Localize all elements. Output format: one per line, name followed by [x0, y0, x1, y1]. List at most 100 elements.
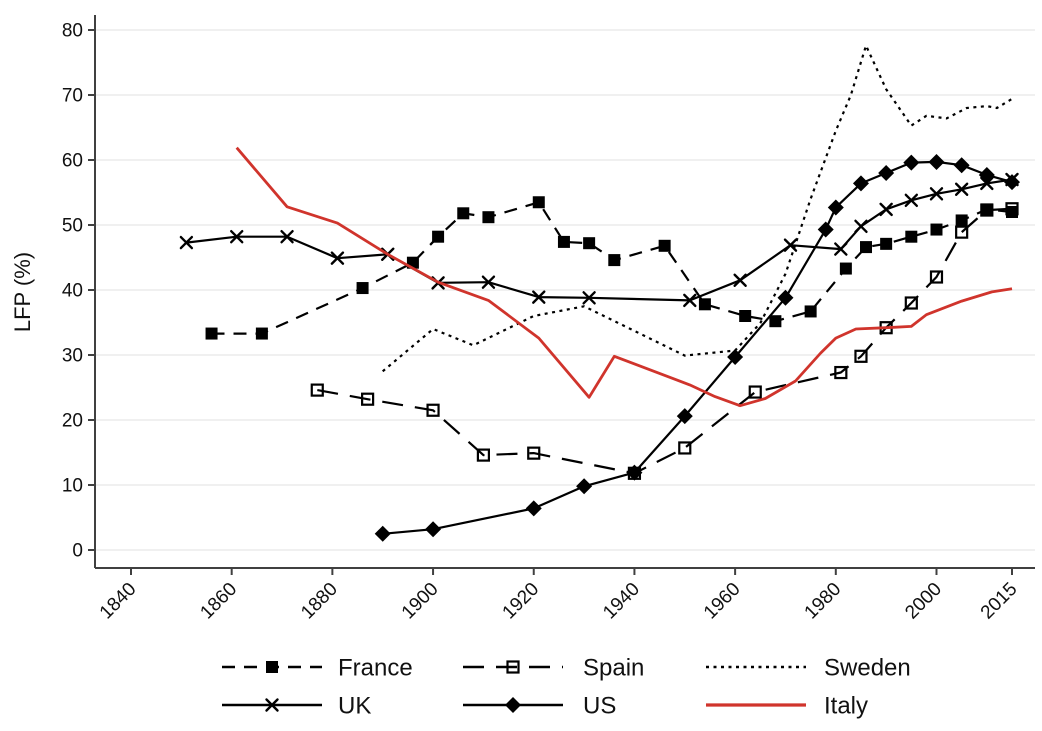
x-tick-label: 1880: [297, 579, 342, 624]
marker-x: [683, 293, 697, 308]
marker-square-filled: [804, 305, 817, 318]
y-tick-label: 80: [62, 21, 83, 42]
marker-square-open: [506, 660, 520, 674]
marker-square-filled: [1006, 206, 1018, 218]
marker-square-filled: [557, 235, 570, 248]
marker-square-filled: [457, 207, 470, 220]
marker-x: [481, 275, 496, 289]
marker-x: [265, 698, 279, 712]
marker-square-filled: [255, 327, 268, 340]
marker-diamond: [978, 166, 995, 183]
marker-square-open: [678, 441, 692, 455]
legend-label: Sweden: [824, 655, 911, 682]
series-spain: [310, 202, 1019, 480]
marker-square-filled: [860, 241, 873, 254]
legend-item-uk: UK: [222, 693, 371, 720]
legend-item-sweden: Sweden: [706, 655, 911, 682]
marker-square-filled: [266, 661, 278, 673]
marker-diamond: [425, 521, 442, 538]
marker-square-filled: [955, 214, 968, 227]
marker-x: [179, 235, 194, 250]
marker-square-filled: [205, 327, 218, 340]
marker-x: [834, 242, 848, 256]
marker-square-open: [310, 383, 324, 397]
series-line-us: [382, 160, 1013, 535]
marker-square-filled: [608, 254, 621, 267]
marker-x: [929, 187, 944, 201]
legend-label: Spain: [583, 655, 644, 682]
marker-x: [582, 291, 596, 305]
series-italy: [235, 146, 1013, 408]
marker-diamond: [903, 154, 920, 171]
marker-square-filled: [658, 239, 671, 252]
legend: France Spain Sweden UK US Italy: [222, 655, 911, 720]
legend-item-france: France: [222, 655, 413, 682]
marker-square-filled: [532, 196, 545, 209]
marker-diamond: [525, 500, 542, 517]
marker-diamond: [928, 153, 945, 170]
y-tick-label: 40: [62, 281, 83, 302]
marker-square-open: [854, 349, 868, 363]
marker-x: [783, 238, 798, 252]
marker-x: [904, 193, 919, 207]
marker-square-open: [1005, 202, 1019, 216]
marker-square-filled: [698, 298, 711, 311]
marker-diamond: [817, 221, 834, 238]
legend-label: Italy: [824, 693, 868, 720]
marker-square-open: [834, 365, 848, 380]
x-tick-label: 2015: [977, 579, 1022, 624]
x-tick-label: 1980: [801, 579, 846, 624]
marker-x: [330, 251, 345, 265]
legend-item-italy: Italy: [706, 693, 868, 720]
marker-diamond: [852, 175, 869, 192]
marker-diamond: [953, 157, 970, 174]
marker-x: [733, 273, 747, 287]
marker-diamond: [878, 165, 895, 181]
x-tick-label: 1840: [96, 579, 141, 624]
marker-square-filled: [739, 310, 752, 322]
marker-x: [230, 230, 244, 244]
legend-label: UK: [338, 693, 371, 720]
marker-diamond: [505, 697, 521, 713]
gridlines: [95, 29, 1035, 551]
x-tick-label: 2000: [901, 579, 946, 624]
y-tick-label: 10: [62, 476, 83, 497]
y-tick-label: 0: [72, 541, 83, 562]
marker-square-filled: [482, 211, 495, 224]
marker-square-filled: [880, 237, 893, 250]
marker-x: [879, 202, 893, 217]
marker-diamond: [777, 289, 794, 306]
series-line-uk: [186, 178, 1013, 302]
x-tick-label: 1920: [499, 579, 544, 624]
legend-item-spain: Spain: [463, 655, 644, 682]
y-axis-title: LFP (%): [10, 252, 35, 332]
series-us: [374, 153, 1020, 542]
marker-diamond: [576, 478, 593, 495]
x-tick-label: 1900: [398, 579, 443, 624]
marker-diamond: [626, 464, 643, 481]
x-tick-label: 1940: [599, 579, 644, 624]
y-tick-label: 70: [62, 86, 83, 107]
marker-diamond: [727, 348, 744, 365]
marker-square-open: [527, 446, 541, 460]
series-line-italy: [235, 146, 1013, 408]
marker-square-open: [476, 448, 490, 462]
marker-x: [854, 219, 868, 233]
plot-series: [179, 44, 1020, 542]
marker-x: [954, 182, 969, 196]
x-tick-label: 1960: [700, 579, 745, 624]
marker-square-filled: [839, 262, 852, 275]
y-tick-label: 20: [62, 411, 83, 432]
legend-label: US: [583, 693, 616, 720]
series-uk: [179, 172, 1019, 308]
marker-square-open: [748, 385, 762, 399]
marker-square-filled: [583, 237, 596, 250]
marker-square-filled: [930, 223, 943, 236]
y-axis-ticks: 0 10 20 30 40 50 60 70 80: [62, 21, 95, 562]
series-france: [205, 196, 1018, 340]
marker-square-open: [361, 392, 375, 406]
marker-square-open: [955, 225, 969, 239]
marker-x: [980, 176, 994, 191]
